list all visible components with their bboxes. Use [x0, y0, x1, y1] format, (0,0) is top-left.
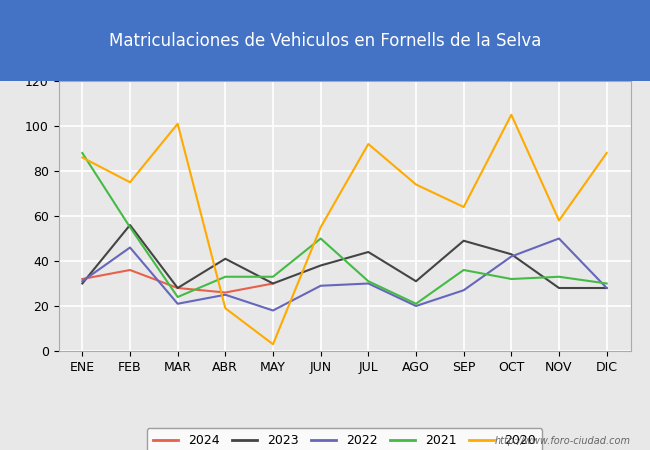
Text: http://www.foro-ciudad.com: http://www.foro-ciudad.com: [495, 436, 630, 446]
Text: Matriculaciones de Vehiculos en Fornells de la Selva: Matriculaciones de Vehiculos en Fornells…: [109, 32, 541, 50]
Legend: 2024, 2023, 2022, 2021, 2020: 2024, 2023, 2022, 2021, 2020: [147, 428, 542, 450]
